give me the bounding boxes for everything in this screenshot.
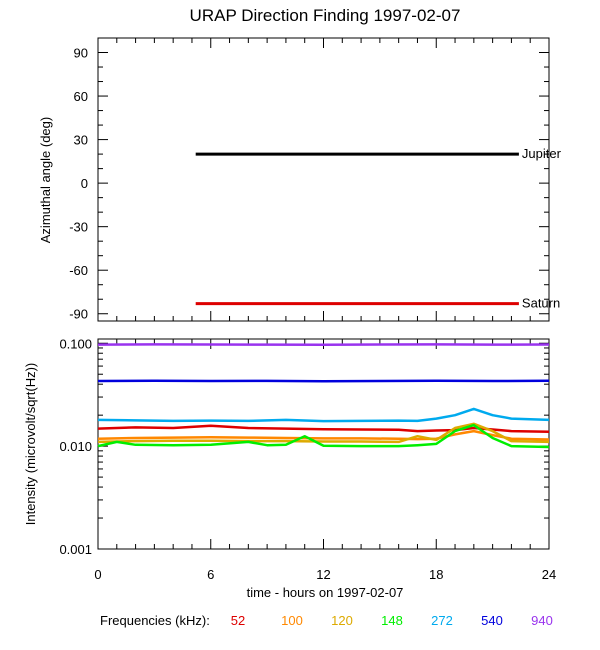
time-tick-label: 18 [429,567,443,582]
saturn-label: Saturn [522,296,560,311]
freq-272-trace [97,407,550,423]
azimuth-tick-label: -60 [69,263,88,278]
legend-freq-120: 120 [331,613,353,628]
azimuth-ticks: 90 60 30 0 -30 -60 -90 [69,38,550,322]
azimuth-series: Jupiter Saturn [195,146,562,311]
intensity-tick-label: 0.001 [59,542,92,557]
time-tick-label: 0 [94,567,101,582]
legend-freq-940: 940 [531,613,553,628]
azimuth-panel-frame [97,37,550,322]
intensity-series [97,343,550,449]
intensity-panel: Intensity (microvolt/sqrt(Hz)) 0.100 0.01… [23,336,556,582]
jupiter-label: Jupiter [522,146,562,161]
intensity-axis-label: Intensity (microvolt/sqrt(Hz)) [23,363,38,526]
time-tick-label: 12 [316,567,330,582]
azimuth-tick-label: 60 [74,89,88,104]
legend-freq-272: 272 [431,613,453,628]
legend-title: Frequencies (kHz): [100,613,210,628]
time-tick-label: 24 [542,567,556,582]
legend-freq-52: 52 [231,613,245,628]
azimuth-panel: Azimuthal angle (deg) 90 60 30 0 -30 -60 -90 J… [38,37,562,322]
x-axis-label: time - hours on 1997-02-07 [247,585,404,600]
azimuth-tick-label: -30 [69,220,88,235]
freq-148-trace [97,423,550,449]
intensity-tick-label: 0.100 [59,336,92,351]
azimuth-axis-label: Azimuthal angle (deg) [38,117,53,243]
legend-freq-100: 100 [281,613,303,628]
legend-freq-148: 148 [381,613,403,628]
freq-120-trace [97,422,550,444]
azimuth-tick-label: -90 [69,307,88,322]
azimuth-tick-label: 90 [74,46,88,61]
azimuth-tick-label: 0 [81,176,88,191]
chart-title: URAP Direction Finding 1997-02-07 [190,6,461,25]
legend-freq-540: 540 [481,613,503,628]
time-tick-label: 6 [207,567,214,582]
azimuth-tick-label: 30 [74,133,88,148]
intensity-tick-label: 0.010 [59,439,92,454]
freq-100-trace [97,429,550,441]
frequency-legend: Frequencies (kHz): 52 100 120 148 272 540 940 [100,613,553,628]
